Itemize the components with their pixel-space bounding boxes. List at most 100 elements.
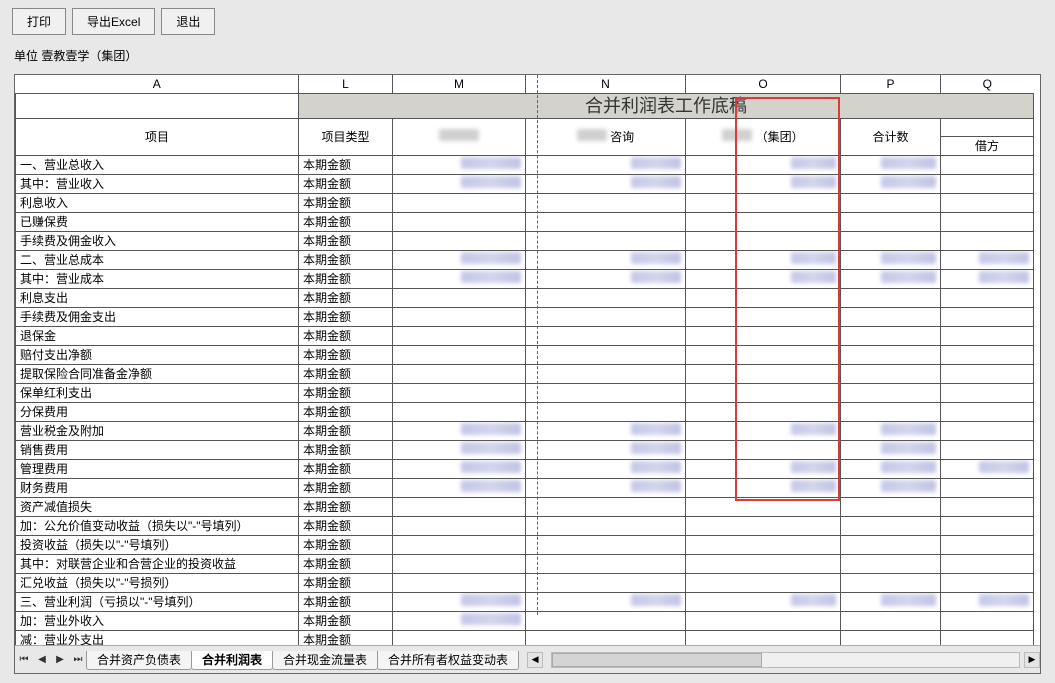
- cell-type[interactable]: 本期金额: [299, 422, 393, 441]
- cell-o[interactable]: [686, 593, 841, 612]
- sheet-tab[interactable]: 合并资产负债表: [86, 651, 192, 670]
- cell-n[interactable]: [526, 441, 686, 460]
- cell-q[interactable]: [941, 631, 1034, 646]
- cell-n[interactable]: [526, 403, 686, 422]
- table-row[interactable]: 其中：营业成本本期金额: [16, 270, 1034, 289]
- cell-p[interactable]: [841, 156, 941, 175]
- cell-q[interactable]: [941, 232, 1034, 251]
- cell-type[interactable]: 本期金额: [299, 612, 393, 631]
- tab-nav-first[interactable]: ⏮: [15, 651, 33, 669]
- col-header-N[interactable]: N: [526, 75, 686, 94]
- cell-m[interactable]: [393, 365, 526, 384]
- cell-o[interactable]: [686, 384, 841, 403]
- cell-o[interactable]: [686, 327, 841, 346]
- cell-type[interactable]: 本期金额: [299, 536, 393, 555]
- cell-n[interactable]: [526, 631, 686, 646]
- cell-n[interactable]: [526, 327, 686, 346]
- cell-p[interactable]: [841, 289, 941, 308]
- cell-type[interactable]: 本期金额: [299, 213, 393, 232]
- cell-m[interactable]: [393, 384, 526, 403]
- cell-project[interactable]: 资产减值损失: [16, 498, 299, 517]
- cell-p[interactable]: [841, 517, 941, 536]
- cell-m[interactable]: [393, 403, 526, 422]
- cell-type[interactable]: 本期金额: [299, 479, 393, 498]
- cell-m[interactable]: [393, 631, 526, 646]
- cell-type[interactable]: 本期金额: [299, 517, 393, 536]
- cell-n[interactable]: [526, 574, 686, 593]
- cell-project[interactable]: 销售费用: [16, 441, 299, 460]
- cell-p[interactable]: [841, 384, 941, 403]
- cell-type[interactable]: 本期金额: [299, 156, 393, 175]
- cell-m[interactable]: [393, 593, 526, 612]
- col-header-L[interactable]: L: [299, 75, 393, 94]
- cell-m[interactable]: [393, 175, 526, 194]
- col-header-O[interactable]: O: [686, 75, 841, 94]
- cell-type[interactable]: 本期金额: [299, 270, 393, 289]
- table-row[interactable]: 减：营业外支出本期金额: [16, 631, 1034, 646]
- cell-type[interactable]: 本期金额: [299, 460, 393, 479]
- table-row[interactable]: 其中：营业收入本期金额: [16, 175, 1034, 194]
- cell-q[interactable]: [941, 156, 1034, 175]
- cell-m[interactable]: [393, 346, 526, 365]
- table-row[interactable]: 投资收益（损失以"-"号填列）本期金额: [16, 536, 1034, 555]
- cell-m[interactable]: [393, 536, 526, 555]
- cell-project[interactable]: 减：营业外支出: [16, 631, 299, 646]
- cell-type[interactable]: 本期金额: [299, 308, 393, 327]
- table-row[interactable]: 保单红利支出本期金额: [16, 384, 1034, 403]
- cell-o[interactable]: [686, 308, 841, 327]
- hscroll-thumb[interactable]: [552, 653, 762, 667]
- table-row[interactable]: 汇兑收益（损失以"-"号损列）本期金额: [16, 574, 1034, 593]
- table-row[interactable]: 手续费及佣金收入本期金额: [16, 232, 1034, 251]
- cell-m[interactable]: [393, 289, 526, 308]
- col-header-A[interactable]: A: [16, 75, 299, 94]
- cell-type[interactable]: 本期金额: [299, 327, 393, 346]
- cell-n[interactable]: [526, 555, 686, 574]
- cell-q[interactable]: [941, 555, 1034, 574]
- cell-type[interactable]: 本期金额: [299, 251, 393, 270]
- cell-project[interactable]: 手续费及佣金收入: [16, 232, 299, 251]
- cell-q[interactable]: [941, 213, 1034, 232]
- cell-project[interactable]: 加：公允价值变动收益（损失以"-"号填列）: [16, 517, 299, 536]
- cell-o[interactable]: [686, 517, 841, 536]
- cell-o[interactable]: [686, 232, 841, 251]
- cell-n[interactable]: [526, 517, 686, 536]
- cell-o[interactable]: [686, 403, 841, 422]
- cell-project[interactable]: 其中：营业成本: [16, 270, 299, 289]
- table-row[interactable]: 加：营业外收入本期金额: [16, 612, 1034, 631]
- cell-q[interactable]: [941, 365, 1034, 384]
- cell-q[interactable]: [941, 612, 1034, 631]
- cell-o[interactable]: [686, 574, 841, 593]
- sheet-scroll[interactable]: A L M N O P Q 合并利润表工作底稿项目项目类型 咨询 （集团）合计数…: [15, 75, 1040, 645]
- cell-project[interactable]: 利息支出: [16, 289, 299, 308]
- cell-project[interactable]: 其中：营业收入: [16, 175, 299, 194]
- cell-p[interactable]: [841, 232, 941, 251]
- cell-type[interactable]: 本期金额: [299, 403, 393, 422]
- cell-n[interactable]: [526, 365, 686, 384]
- cell-p[interactable]: [841, 346, 941, 365]
- table-row[interactable]: 资产减值损失本期金额: [16, 498, 1034, 517]
- cell-project[interactable]: 已赚保费: [16, 213, 299, 232]
- table-row[interactable]: 已赚保费本期金额: [16, 213, 1034, 232]
- cell-q[interactable]: [941, 251, 1034, 270]
- cell-o[interactable]: [686, 441, 841, 460]
- cell-p[interactable]: [841, 631, 941, 646]
- table-row[interactable]: 二、营业总成本本期金额: [16, 251, 1034, 270]
- cell-m[interactable]: [393, 460, 526, 479]
- cell-p[interactable]: [841, 213, 941, 232]
- cell-q[interactable]: [941, 517, 1034, 536]
- cell-n[interactable]: [526, 194, 686, 213]
- table-row[interactable]: 退保金本期金额: [16, 327, 1034, 346]
- cell-o[interactable]: [686, 498, 841, 517]
- col-header-Q[interactable]: Q: [941, 75, 1034, 94]
- cell-m[interactable]: [393, 194, 526, 213]
- cell-project[interactable]: 利息收入: [16, 194, 299, 213]
- cell-project[interactable]: 营业税金及附加: [16, 422, 299, 441]
- cell-o[interactable]: [686, 365, 841, 384]
- cell-o[interactable]: [686, 555, 841, 574]
- cell-type[interactable]: 本期金额: [299, 384, 393, 403]
- cell-q[interactable]: [941, 441, 1034, 460]
- table-row[interactable]: 管理费用本期金额: [16, 460, 1034, 479]
- cell-m[interactable]: [393, 213, 526, 232]
- cell-q[interactable]: [941, 574, 1034, 593]
- cell-n[interactable]: [526, 479, 686, 498]
